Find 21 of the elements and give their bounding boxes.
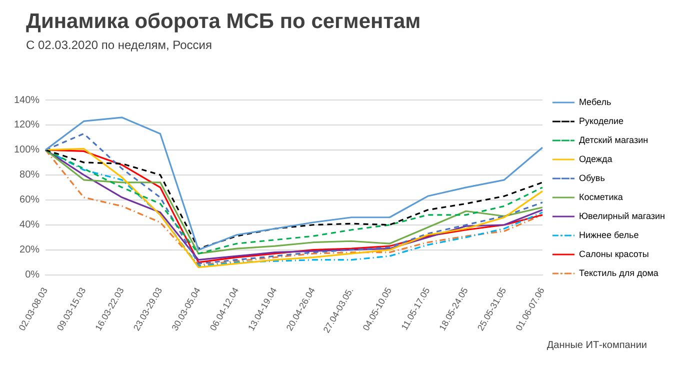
y-tick-label: 40%: [20, 220, 40, 231]
chart-title: Динамика оборота МСБ по сегментам: [26, 10, 421, 34]
y-tick-label: 80%: [20, 170, 40, 181]
legend-label: Рукоделие: [578, 116, 624, 126]
y-tick-label: 140%: [14, 94, 40, 106]
legend-label: Детский магазин: [578, 134, 648, 145]
y-tick-label: 60%: [20, 194, 40, 206]
y-tick-label: 0%: [25, 270, 40, 281]
y-tick-label: 20%: [20, 244, 40, 256]
legend-label: Ювелирный магазин: [578, 210, 666, 221]
y-tick-label: 120%: [14, 120, 40, 131]
text: Данные ИТ-компании: [546, 340, 647, 351]
legend-label: Обувь: [578, 172, 606, 183]
legend-label: Косметика: [578, 192, 623, 202]
legend-label: Одежда: [578, 154, 612, 164]
chart-subtitle: С 02.03.2020 по неделям, Россия: [26, 38, 212, 52]
legend-label: Салоны красоты: [578, 248, 649, 259]
legend-label: Мебель: [578, 96, 612, 107]
legend-label: Текстиль для дома: [578, 268, 658, 278]
legend-label: Нижнее белье: [578, 230, 639, 240]
y-tick-label: 100%: [14, 144, 40, 156]
